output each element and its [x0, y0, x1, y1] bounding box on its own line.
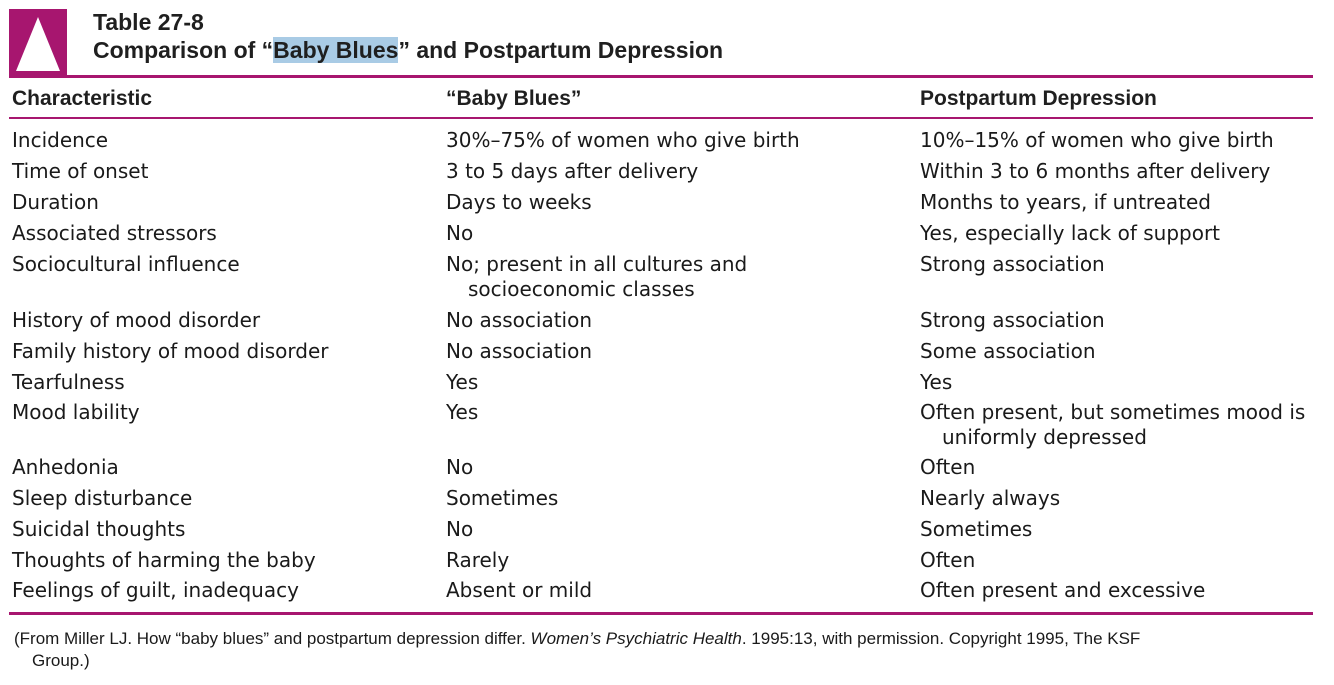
postpartum-depression-cell: Yes — [920, 370, 1320, 395]
cell-line: 30%–75% of women who give birth — [446, 128, 800, 152]
postpartum-depression-cell: Some association — [920, 339, 1320, 364]
baby-blues-cell: 30%–75% of women who give birth — [446, 128, 906, 153]
cell-line: Absent or mild — [446, 578, 593, 602]
baby-blues-cell: No; present in all cultures and socioecon… — [446, 252, 906, 302]
baby-blues-cell: 3 to 5 days after delivery — [446, 159, 906, 184]
footnote-before: (From Miller LJ. How “baby blues” and po… — [14, 629, 531, 648]
cell-line: Yes — [446, 400, 479, 424]
characteristic-cell: Tearfulness — [12, 370, 125, 394]
characteristic-cell: Time of onset — [12, 159, 149, 183]
characteristic-cell: Mood lability — [12, 400, 140, 424]
table-number: Table 27-8 — [93, 9, 204, 35]
characteristic-cell: Feelings of guilt, inadequacy — [12, 578, 299, 602]
postpartum-depression-cell: Yes, especially lack of support — [920, 221, 1320, 246]
cell-line: No — [446, 517, 474, 541]
title-after: ” and Postpartum Depression — [398, 37, 724, 63]
characteristic-cell: Suicidal thoughts — [12, 517, 186, 541]
postpartum-depression-cell: Within 3 to 6 months after delivery — [920, 159, 1320, 184]
column-header-postpartum-depression: Postpartum Depression — [920, 87, 1157, 110]
postpartum-depression-cell: 10%–15% of women who give birth — [920, 128, 1320, 153]
characteristic-cell: Thoughts of harming the baby — [12, 548, 316, 572]
postpartum-depression-cell: Months to years, if untreated — [920, 190, 1320, 215]
cell-line: Days to weeks — [446, 190, 592, 214]
cell-line: Within 3 to 6 months after delivery — [920, 159, 1271, 183]
cell-line: Some association — [920, 339, 1096, 363]
cell-line: Yes, especially lack of support — [920, 221, 1221, 245]
cell-line: No association — [446, 308, 593, 332]
characteristic-cell: Sleep disturbance — [12, 486, 193, 510]
column-header-characteristic: Characteristic — [12, 87, 153, 110]
cell-line: No — [446, 221, 474, 245]
baby-blues-cell: Sometimes — [446, 486, 906, 511]
bottom-rule — [9, 612, 1313, 615]
cell-line: uniformly depressed — [942, 425, 1147, 449]
cell-line: Often present, but sometimes mood is — [920, 400, 1306, 424]
postpartum-depression-cell: Strong association — [920, 308, 1320, 333]
postpartum-depression-cell: Often — [920, 548, 1320, 573]
baby-blues-cell: No association — [446, 339, 906, 364]
postpartum-depression-cell: Sometimes — [920, 517, 1320, 542]
postpartum-depression-cell: Strong association — [920, 252, 1320, 277]
cell-line: Yes — [920, 370, 953, 394]
cell-line: Strong association — [920, 252, 1105, 276]
cell-line: Months to years, if untreated — [920, 190, 1211, 214]
characteristic-cell: Sociocultural influence — [12, 252, 240, 276]
triangle-logo-icon — [9, 9, 67, 75]
cell-line: No; present in all cultures and — [446, 252, 748, 276]
cell-line: Nearly always — [920, 486, 1061, 510]
source-footnote: (From Miller LJ. How “baby blues” and po… — [14, 628, 1314, 672]
baby-blues-cell: No — [446, 455, 906, 480]
top-rule — [9, 75, 1313, 78]
cell-line: socioeconomic classes — [468, 277, 695, 301]
footnote-journal: Women’s Psychiatric Health — [530, 629, 742, 648]
characteristic-cell: Family history of mood disorder — [12, 339, 329, 363]
cell-line: Yes — [446, 370, 479, 394]
cell-line: Sometimes — [446, 486, 559, 510]
postpartum-depression-cell: Often present, but sometimes mood is unif… — [920, 400, 1320, 450]
cell-line: Often — [920, 548, 976, 572]
baby-blues-cell: Rarely — [446, 548, 906, 573]
cell-line: Often — [920, 455, 976, 479]
baby-blues-cell: No association — [446, 308, 906, 333]
cell-line: 10%–15% of women who give birth — [920, 128, 1274, 152]
characteristic-cell: Associated stressors — [12, 221, 217, 245]
cell-line: Sometimes — [920, 517, 1033, 541]
cell-line: No association — [446, 339, 593, 363]
title-highlight: Baby Blues — [273, 37, 399, 63]
baby-blues-cell: Yes — [446, 400, 906, 425]
postpartum-depression-cell: Nearly always — [920, 486, 1320, 511]
header-rule — [9, 117, 1313, 119]
cell-line: Strong association — [920, 308, 1105, 332]
postpartum-depression-cell: Often — [920, 455, 1320, 480]
table-header: Table 27-8 Comparison of “Baby Blues” an… — [9, 9, 1329, 75]
postpartum-depression-cell: Often present and excessive — [920, 578, 1320, 603]
characteristic-cell: Incidence — [12, 128, 109, 152]
characteristic-cell: History of mood disorder — [12, 308, 261, 332]
baby-blues-cell: No — [446, 517, 906, 542]
baby-blues-cell: Absent or mild — [446, 578, 906, 603]
cell-line: No — [446, 455, 474, 479]
cell-line: 3 to 5 days after delivery — [446, 159, 699, 183]
characteristic-cell: Duration — [12, 190, 99, 214]
table-title: Comparison of “Baby Blues” and Postpartu… — [93, 35, 723, 65]
cell-line: Often present and excessive — [920, 578, 1206, 602]
title-before: Comparison of “ — [93, 37, 274, 63]
baby-blues-cell: No — [446, 221, 906, 246]
title-block: Table 27-8 Comparison of “Baby Blues” an… — [93, 9, 723, 65]
baby-blues-cell: Days to weeks — [446, 190, 906, 215]
footnote-after: . 1995:13, with permission. Copyright 19… — [741, 629, 1141, 648]
footnote-line2: Group.) — [32, 651, 90, 670]
column-header-baby-blues: “Baby Blues” — [446, 87, 582, 110]
cell-line: Rarely — [446, 548, 510, 572]
characteristic-cell: Anhedonia — [12, 455, 119, 479]
baby-blues-cell: Yes — [446, 370, 906, 395]
